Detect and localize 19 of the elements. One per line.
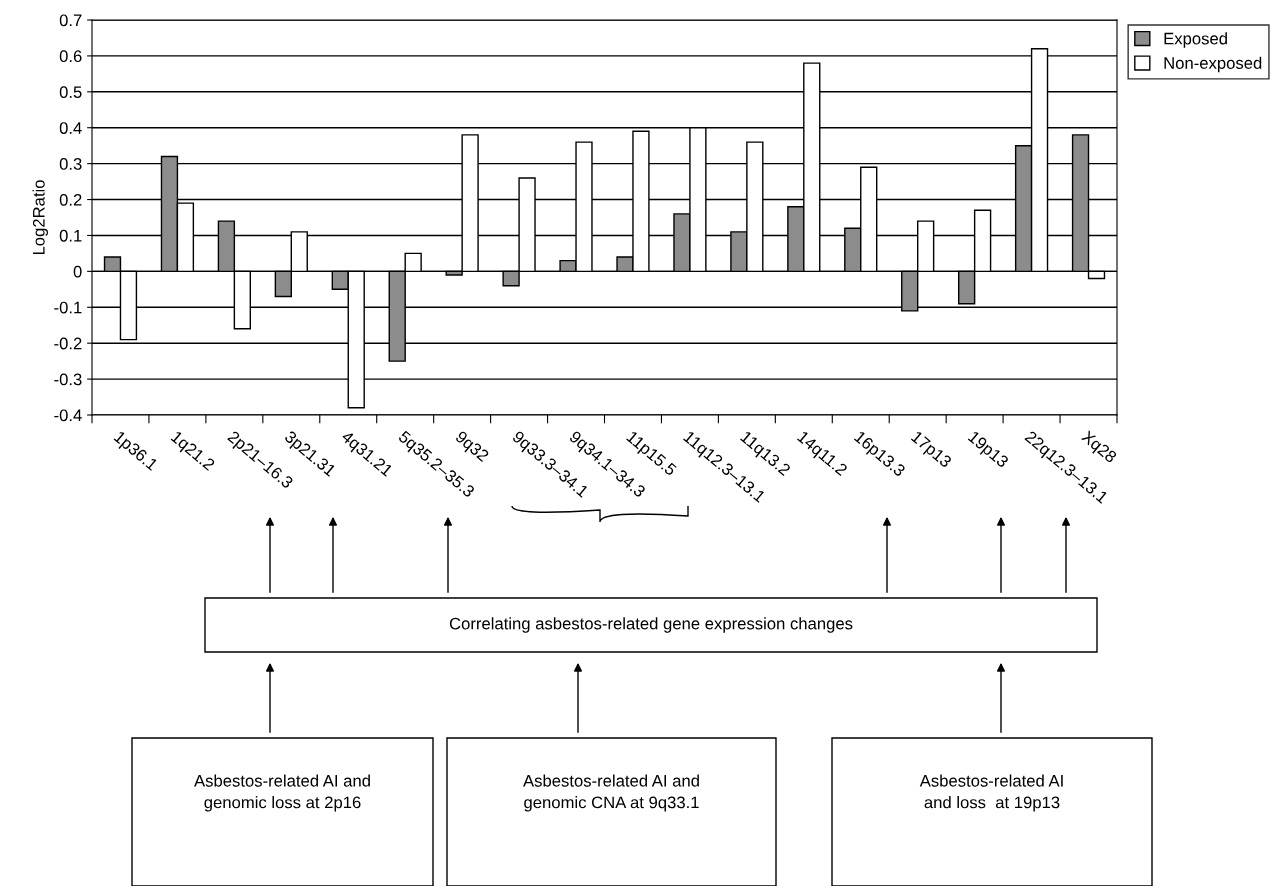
y-tick-label: 0.1 xyxy=(59,229,82,242)
y-tick-label: -0.3 xyxy=(54,373,82,386)
text: Asbestos-related AI and loss at 19p13 xyxy=(919,774,1063,812)
y-tick-label: -0.4 xyxy=(54,409,82,422)
y-tick-label: 0.5 xyxy=(59,86,82,99)
legend-label: Exposed xyxy=(1164,32,1227,48)
y-tick-label: 0.2 xyxy=(59,193,82,206)
text: Asbestos-related AI and genomic loss at 2p16 xyxy=(194,774,370,812)
text: Asbestos-related AI and genomic CNA at 9q33.1 xyxy=(523,774,699,812)
y-axis-title: Log2Ratio xyxy=(32,180,49,255)
y-tick-label: 0.6 xyxy=(59,50,82,63)
y-tick-label: 0 xyxy=(73,265,82,278)
y-tick-label: 0.4 xyxy=(59,122,82,134)
legend-label: Non-exposed xyxy=(1164,56,1262,73)
y-tick-label: 0.3 xyxy=(59,158,82,170)
text: Correlating asbestos-related gene expression changes xyxy=(449,617,853,633)
y-tick-label: -0.1 xyxy=(54,301,82,314)
y-tick-label: 0.7 xyxy=(59,14,82,27)
y-tick-label: -0.2 xyxy=(54,337,82,350)
